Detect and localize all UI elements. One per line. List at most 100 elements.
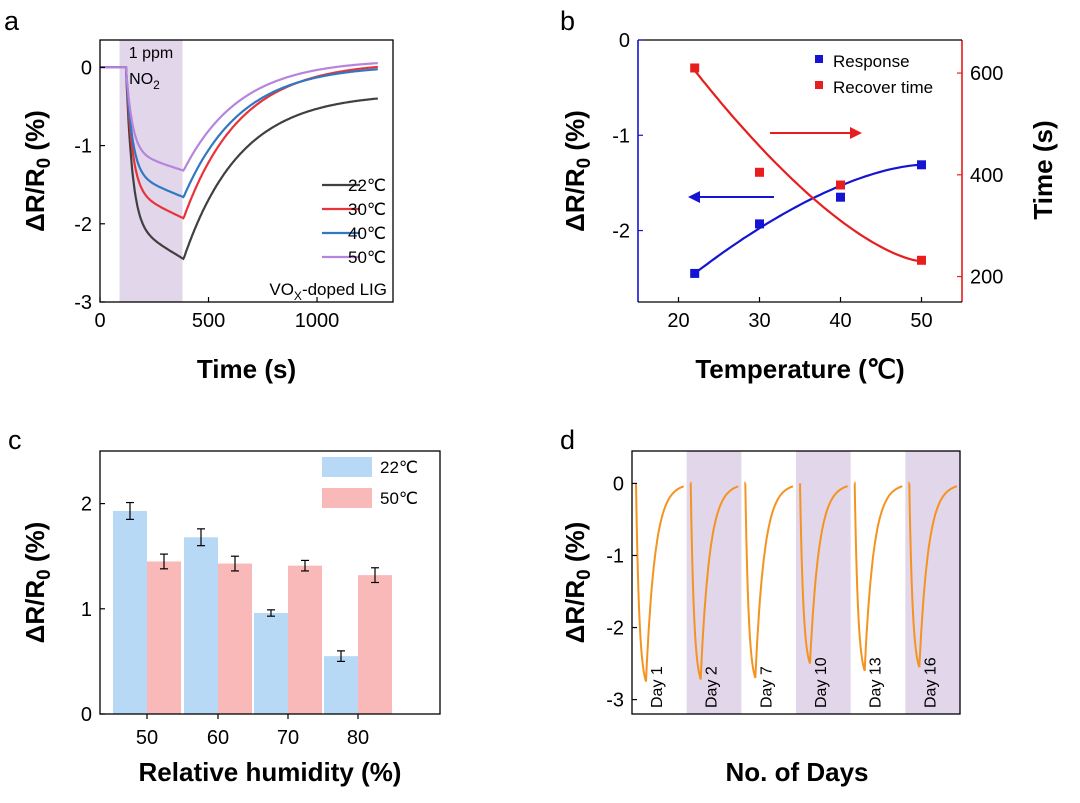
x-tick-label: 500 <box>192 310 225 332</box>
blue-arrow-head <box>688 191 700 203</box>
series-line-30℃ <box>100 65 378 220</box>
legend-label-response: Response <box>833 52 910 71</box>
legend-label: 22℃ <box>348 176 386 195</box>
series-line-50℃ <box>100 62 378 172</box>
x-axis-title: Temperature (℃) <box>695 354 904 384</box>
legend-label: 40℃ <box>348 224 386 243</box>
y2-axis-title: Time (s) <box>1028 120 1058 219</box>
bar-50℃-60 <box>218 563 252 714</box>
bar-50℃-70 <box>288 565 322 714</box>
x-tick-label: 60 <box>207 727 229 749</box>
panel-label-d: d <box>560 425 575 455</box>
recover-point <box>836 180 845 190</box>
bar-50℃-50 <box>147 561 181 714</box>
x-axis-title: Relative humidity (%) <box>139 757 402 787</box>
exposure-label-line1: 1 ppm <box>129 45 173 62</box>
recover-point <box>690 63 700 73</box>
y-tick-label: -1 <box>74 136 92 158</box>
x-tick-label: 70 <box>277 727 299 749</box>
recover-point <box>917 255 926 265</box>
y2-tick-label: 600 <box>970 63 1003 85</box>
recover-point <box>755 167 764 177</box>
y2-tick-label: 400 <box>970 165 1003 187</box>
x-tick-label: 0 <box>94 310 105 332</box>
y-tick-label: -1 <box>606 545 624 567</box>
day-response-line <box>799 483 848 664</box>
day-label: Day 16 <box>922 657 939 708</box>
exposure-label-line2: NO2 <box>129 71 160 92</box>
y-tick-label: -3 <box>606 690 624 712</box>
x-tick-label: 50 <box>136 727 158 749</box>
recover-fit-curve <box>693 69 922 263</box>
day-label: Day 13 <box>868 657 885 708</box>
day-shade-band <box>686 451 742 714</box>
day-shade-band <box>796 451 851 714</box>
y-tick-label: -2 <box>74 214 92 236</box>
y-axis-title: ΔR/R0 (%) <box>20 522 55 644</box>
material-annotation: VOX-doped LIG <box>269 280 387 303</box>
panel-label-a: a <box>4 6 20 36</box>
x-tick-label: 40 <box>829 310 851 332</box>
bar-22℃-60 <box>184 537 218 714</box>
y-tick-label: -1 <box>612 125 630 147</box>
legend-label: 22℃ <box>380 458 418 477</box>
x-tick-label: 50 <box>910 310 932 332</box>
response-point <box>836 192 845 202</box>
bar-22℃-50 <box>113 510 147 714</box>
panel-b-chart: 0 -1 -2 200 400 600 20 30 40 50 Temperature (℃) ΔR/… <box>560 30 1058 384</box>
x-tick-label: 30 <box>748 310 770 332</box>
series-line-22℃ <box>100 66 378 261</box>
day-label: Day 2 <box>704 666 721 708</box>
day-response-line <box>635 483 684 682</box>
plot-frame-c <box>99 450 441 715</box>
y-tick-label: 0 <box>619 30 630 52</box>
x-axis-title: No. of Days <box>725 757 868 787</box>
panel-c-chart: 50 60 70 80 0 1 2 Relative humidity (%) ΔR/R0 (%… <box>20 450 441 787</box>
response-fit-curve <box>694 163 922 275</box>
day-label: Day 1 <box>649 666 666 708</box>
y-tick-label: -2 <box>612 221 630 243</box>
series-line-40℃ <box>100 66 378 199</box>
response-point <box>755 219 764 229</box>
panel-label-b: b <box>560 6 575 36</box>
plot-frame-a <box>99 39 394 303</box>
bar-50℃-80 <box>358 575 392 714</box>
x-tick-label: 80 <box>347 727 369 749</box>
legend-label-recover: Recover time <box>833 78 933 97</box>
y-tick-label: 1 <box>81 599 92 621</box>
plot-frame-d <box>631 450 961 715</box>
legend-swatch <box>322 457 372 477</box>
panel-label-c: c <box>8 425 22 455</box>
bar-22℃-70 <box>254 613 288 714</box>
day-shade-band <box>905 451 960 714</box>
legend-swatch-response <box>815 55 823 63</box>
day-response-line <box>689 481 739 680</box>
x-tick-label: 20 <box>667 310 689 332</box>
y2-tick-label: 200 <box>970 267 1003 289</box>
legend-swatch <box>322 488 372 508</box>
panel-d-chart: Day 1 Day 2 Day 7 Day 10 Day 13 Day 16 0 -1 -2 -3… <box>560 450 961 787</box>
bar-22℃-80 <box>324 656 358 714</box>
day-response-line <box>908 481 958 668</box>
day-label: Day 7 <box>758 666 775 708</box>
y-axis-title: ΔR/R0 (%) <box>560 110 595 232</box>
legend-label: 50℃ <box>380 489 418 508</box>
y-axis-title: ΔR/R0 (%) <box>560 522 595 644</box>
response-point <box>917 160 926 170</box>
day-response-line <box>744 481 794 679</box>
y-tick-label: -3 <box>74 292 92 314</box>
legend-label: 50℃ <box>348 248 386 267</box>
legend-label: 30℃ <box>348 200 386 219</box>
x-axis-title: Time (s) <box>197 354 296 384</box>
legend-swatch-recover <box>815 81 823 89</box>
day-label: Day 10 <box>813 657 830 708</box>
red-arrow-head <box>850 127 862 139</box>
y-tick-label: -2 <box>606 618 624 640</box>
y-tick-label: 0 <box>81 57 92 79</box>
day-response-line <box>853 481 903 672</box>
y-tick-label: 0 <box>81 704 92 726</box>
x-tick-label: 1000 <box>295 310 340 332</box>
y-tick-label: 2 <box>81 494 92 516</box>
